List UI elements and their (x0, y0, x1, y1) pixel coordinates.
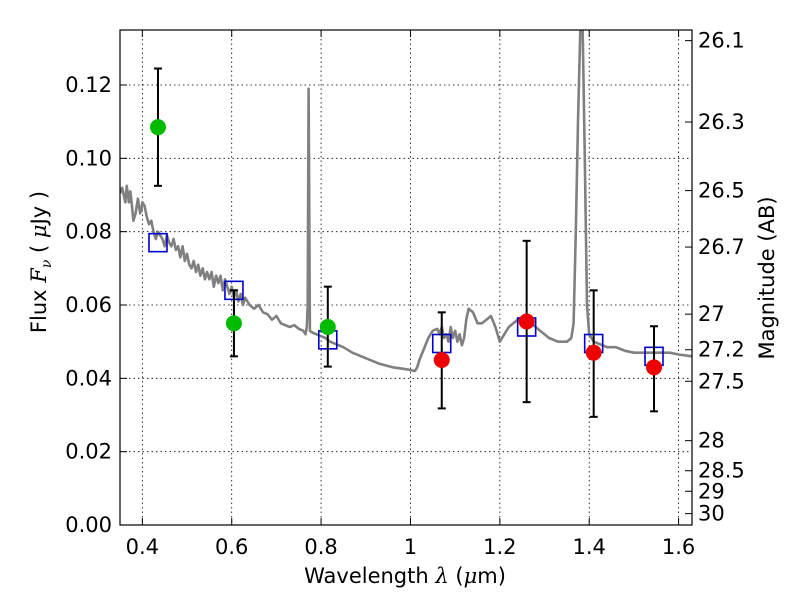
y2-tick-label: 26.5 (698, 179, 745, 203)
y-tick-label: 0.08 (65, 220, 112, 244)
y2-tick-label: 28.5 (698, 459, 745, 483)
y-tick-label: 0.12 (65, 73, 112, 97)
y-tick-label: 0.10 (65, 146, 112, 170)
model-photometry-square (148, 232, 168, 253)
x-axis: 0.4 0.6 0.8 1 1.2 1.4 1.6 (126, 30, 695, 559)
y2-tick-label: 30 (698, 502, 725, 526)
observed-point (646, 359, 663, 376)
x-tick-label: 0.4 (126, 535, 159, 559)
observed-point (433, 352, 450, 368)
grid (120, 30, 692, 526)
y2-tick-label: 27.5 (698, 369, 745, 393)
secondary-y-axis-title: Magnitude (AB) (755, 196, 779, 359)
observed-point (149, 119, 166, 136)
observed-point (319, 319, 336, 335)
x-tick-label: 0.6 (215, 535, 248, 559)
y-axis-title: Flux Fν ( μJy ) (27, 191, 55, 333)
x-tick-label: 1.2 (483, 535, 516, 559)
x-tick-label: 1.4 (573, 535, 606, 559)
x-tick-label: 0.8 (304, 535, 337, 559)
y2-tick-label: 29 (698, 479, 725, 503)
plot-frame (119, 29, 693, 526)
observed-point (518, 313, 535, 330)
y-tick-label: 0.02 (65, 440, 112, 464)
x-axis-title: Wavelength λ (μm) (304, 564, 506, 588)
y2-tick-label: 28 (698, 429, 725, 453)
model-spectrum-line (120, 30, 692, 373)
y2-tick-label: 26.3 (698, 110, 745, 134)
y-tick-label: 0.04 (65, 366, 112, 390)
spectrum-layer (120, 30, 692, 373)
y2-tick-label: 26.7 (698, 235, 745, 259)
points-layer (148, 67, 664, 418)
x-tick-label: 1.6 (662, 535, 695, 559)
y2-tick-label: 26.1 (698, 29, 745, 53)
x-tick-label: 1 (404, 535, 417, 559)
y-axis: 0.00 0.02 0.04 0.06 0.08 0.10 0.12 (65, 73, 127, 537)
observed-point (225, 315, 242, 332)
y-tick-label: 0.06 (65, 293, 112, 317)
observed-point (585, 344, 602, 361)
y-tick-label: 0.00 (65, 513, 112, 537)
y2-tick-label: 27.2 (698, 338, 745, 362)
y2-tick-label: 27 (698, 302, 725, 326)
